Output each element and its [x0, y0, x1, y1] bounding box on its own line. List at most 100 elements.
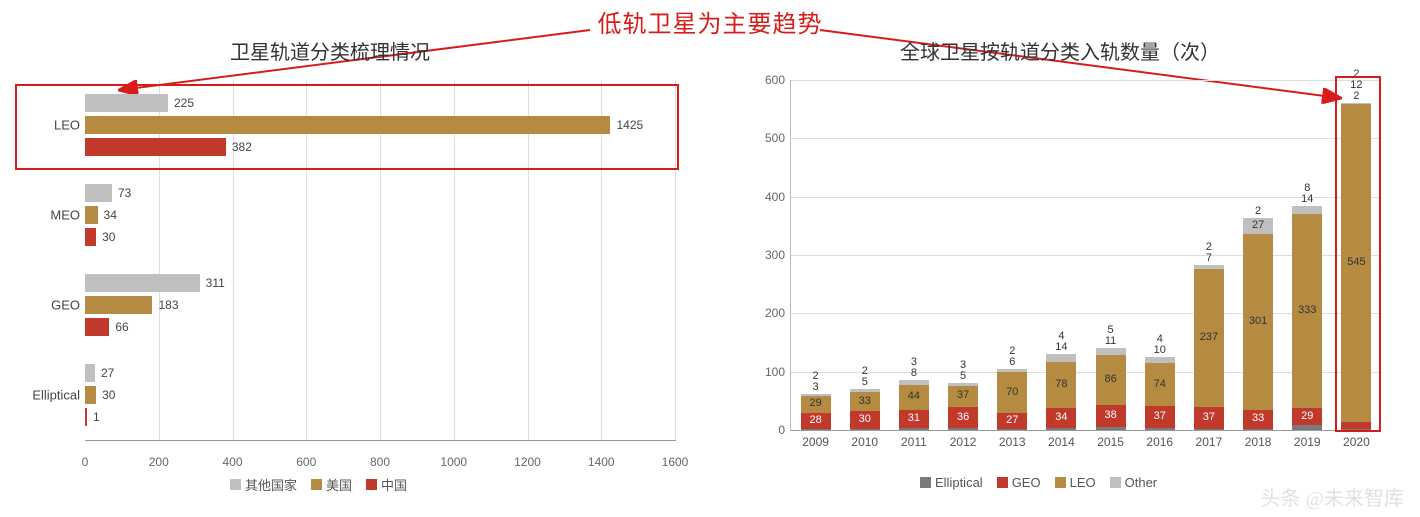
right-seg	[1046, 428, 1076, 430]
left-bar: 66	[85, 318, 109, 336]
left-category-GEO: GEO31118366	[85, 260, 675, 350]
right-seg-value-top: 4	[1046, 331, 1076, 342]
right-xaxis-tick: 2016	[1146, 435, 1173, 449]
right-seg-value-top: 3	[899, 357, 929, 368]
left-bar: 73	[85, 184, 112, 202]
right-seg	[1243, 234, 1273, 410]
left-bar: 30	[85, 386, 96, 404]
left-bar-value: 1	[87, 410, 100, 424]
right-xaxis-tick: 2018	[1245, 435, 1272, 449]
right-seg	[1243, 410, 1273, 429]
left-xaxis-tick: 400	[222, 455, 242, 469]
right-seg-value-top: 5	[850, 377, 880, 388]
right-yaxis-tick: 100	[751, 365, 785, 379]
right-seg	[899, 410, 929, 428]
left-chart-title: 卫星轨道分类梳理情况	[230, 36, 430, 65]
right-seg-value-top: 14	[1292, 194, 1322, 205]
left-xaxis-tick: 800	[370, 455, 390, 469]
legend-swatch	[920, 477, 931, 488]
left-bar-value: 27	[95, 366, 114, 380]
left-xaxis-tick: 1400	[588, 455, 615, 469]
right-yaxis-tick: 500	[751, 131, 785, 145]
legend-item: Elliptical	[920, 475, 983, 490]
right-xaxis-tick: 2013	[999, 435, 1026, 449]
legend-item: 其他国家	[230, 475, 297, 494]
left-category-label: Elliptical	[10, 388, 84, 403]
right-seg	[1341, 429, 1371, 430]
legend-swatch	[230, 479, 241, 490]
left-xaxis-tick: 1000	[440, 455, 467, 469]
right-seg	[899, 385, 929, 411]
right-gridline	[791, 197, 1381, 198]
left-gridline	[675, 80, 676, 440]
right-seg	[1292, 214, 1322, 408]
left-xaxis-tick: 600	[296, 455, 316, 469]
left-category-Elliptical: Elliptical27301	[85, 350, 675, 440]
right-seg	[1243, 218, 1273, 234]
right-yaxis-tick: 200	[751, 306, 785, 320]
right-seg-value-top: 3	[801, 382, 831, 393]
left-bar-value: 30	[96, 388, 115, 402]
page-root: 低轨卫星为主要趋势 卫星轨道分类梳理情况 0200400600800100012…	[0, 0, 1420, 517]
left-xaxis-tick: 200	[149, 455, 169, 469]
legend-swatch	[997, 477, 1008, 488]
right-seg-value-top: 5	[1096, 325, 1126, 336]
legend-swatch	[366, 479, 377, 490]
right-xaxis-tick: 2011	[901, 435, 927, 449]
right-seg	[1194, 269, 1224, 407]
left-bar: 311	[85, 274, 200, 292]
right-seg	[1096, 348, 1126, 354]
right-xaxis-tick: 2020	[1343, 435, 1370, 449]
right-seg	[1292, 408, 1322, 425]
right-xaxis-tick: 2009	[802, 435, 829, 449]
left-category-MEO: MEO733430	[85, 170, 675, 260]
right-seg-value-top: 10	[1145, 345, 1175, 356]
right-seg	[899, 428, 929, 430]
right-seg	[1145, 406, 1175, 428]
right-seg-value-top: 4	[1145, 334, 1175, 345]
right-legend: EllipticalGEOLEOOther	[920, 475, 1157, 490]
legend-label: Other	[1125, 475, 1158, 490]
left-xaxis-tick: 0	[82, 455, 89, 469]
legend-label: 中国	[381, 475, 407, 494]
right-yaxis-tick: 0	[751, 423, 785, 437]
right-seg-value-top: 2	[997, 346, 1027, 357]
right-xaxis-tick: 2014	[1048, 435, 1075, 449]
right-seg	[1046, 362, 1076, 408]
right-seg	[801, 394, 831, 396]
legend-swatch	[311, 479, 322, 490]
right-seg	[899, 380, 929, 385]
right-seg	[948, 386, 978, 408]
right-seg	[850, 392, 880, 411]
left-bar-value: 225	[168, 96, 194, 110]
right-xaxis-tick: 2019	[1294, 435, 1321, 449]
right-seg-value-top: 2	[1194, 242, 1224, 253]
right-seg	[997, 369, 1027, 373]
right-yaxis-tick: 400	[751, 190, 785, 204]
left-bar: 34	[85, 206, 98, 224]
left-bar: 225	[85, 94, 168, 112]
right-seg	[948, 383, 978, 386]
left-chart: 02004006008001000120014001600LEO22514253…	[10, 70, 690, 490]
left-xaxis-tick: 1600	[662, 455, 689, 469]
right-seg-value-top: 14	[1046, 342, 1076, 353]
left-bar: 1425	[85, 116, 610, 134]
right-plot-area: 0100200300400500600282932200930335220103…	[790, 80, 1381, 431]
right-seg	[1145, 428, 1175, 430]
right-seg	[948, 428, 978, 430]
right-seg-value-top: 8	[899, 368, 929, 379]
left-bar: 27	[85, 364, 95, 382]
left-category-label: MEO	[10, 208, 84, 223]
legend-label: GEO	[1012, 475, 1041, 490]
right-seg	[1292, 206, 1322, 214]
right-seg	[801, 396, 831, 413]
right-seg-value-top: 2	[1243, 206, 1273, 217]
right-chart: 0100200300400500600282932200930335220103…	[740, 70, 1400, 490]
right-seg	[1341, 104, 1371, 422]
right-seg	[1046, 408, 1076, 428]
right-seg	[801, 413, 831, 429]
legend-label: 其他国家	[245, 475, 297, 494]
right-seg	[948, 407, 978, 428]
left-bar: 1	[85, 408, 87, 426]
right-seg	[1046, 354, 1076, 362]
